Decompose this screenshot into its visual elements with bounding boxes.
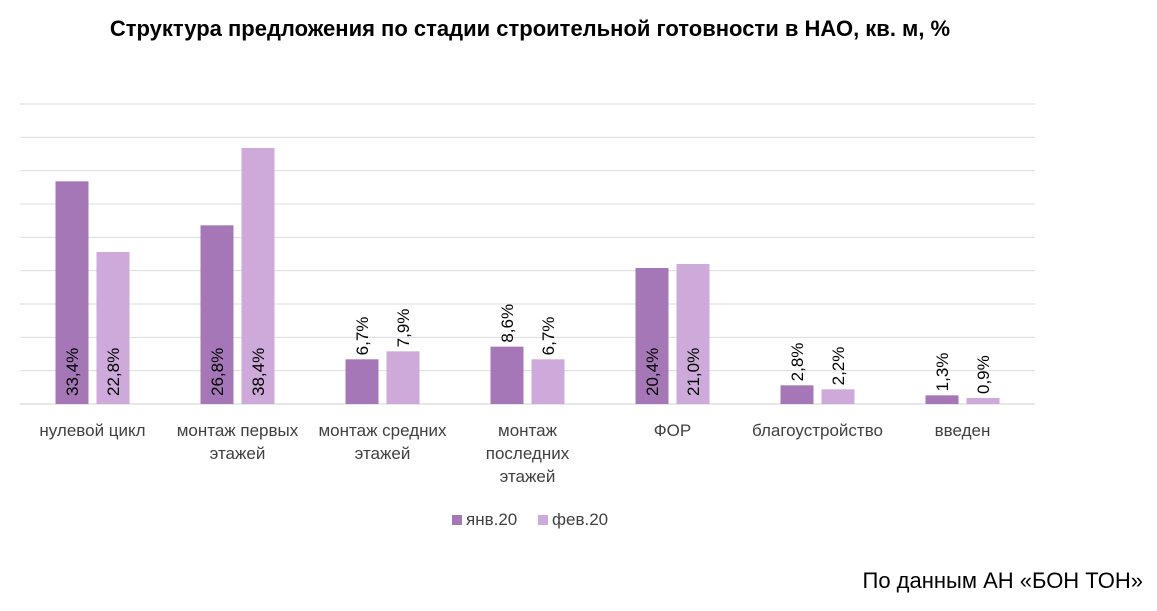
data-label: 6,7%: [539, 317, 558, 356]
data-label: 22,8%: [104, 348, 123, 396]
bar: [490, 346, 524, 404]
category-label: этажей: [355, 444, 411, 463]
bar: [676, 264, 710, 404]
data-label: 20,4%: [643, 348, 662, 396]
bar: [780, 385, 814, 404]
bar: [241, 148, 275, 404]
legend-label: фев.20: [552, 510, 608, 529]
category-label: благоустройство: [752, 421, 883, 440]
data-label: 1,3%: [933, 353, 952, 392]
legend-swatch: [538, 515, 548, 525]
bar: [386, 351, 420, 404]
bar: [531, 359, 565, 404]
category-label: нулевой цикл: [39, 421, 145, 440]
category-label: последних: [486, 444, 570, 463]
category-label: монтаж средних: [318, 421, 447, 440]
source-note: По данным АН «БОН ТОН»: [862, 568, 1143, 593]
bar: [55, 181, 89, 404]
data-label: 8,6%: [498, 304, 517, 343]
bar: [966, 398, 1000, 404]
category-label: этажей: [500, 467, 556, 486]
data-label: 2,8%: [788, 343, 807, 382]
data-label: 6,7%: [353, 317, 372, 356]
bar: [925, 395, 959, 404]
category-label: ФОР: [654, 421, 692, 440]
bar: [200, 225, 234, 404]
chart-title: Структура предложения по стадии строител…: [109, 16, 951, 41]
category-label: этажей: [210, 444, 266, 463]
data-label: 2,2%: [829, 347, 848, 386]
category-label: введен: [935, 421, 991, 440]
category-label: монтаж: [498, 421, 558, 440]
bar: [345, 359, 379, 404]
data-label: 0,9%: [974, 355, 993, 394]
data-label: 33,4%: [63, 348, 82, 396]
data-label: 26,8%: [208, 348, 227, 396]
data-label: 7,9%: [394, 309, 413, 348]
data-label: 38,4%: [249, 348, 268, 396]
bar: [96, 252, 130, 404]
bar: [635, 268, 669, 404]
legend-label: янв.20: [466, 510, 517, 529]
legend-swatch: [452, 515, 462, 525]
data-label: 21,0%: [684, 348, 703, 396]
bar: [821, 389, 855, 404]
category-label: монтаж первых: [177, 421, 299, 440]
